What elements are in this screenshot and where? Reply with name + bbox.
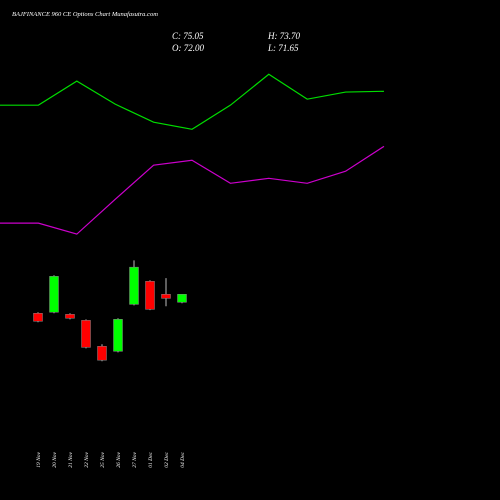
candle-body <box>145 281 155 310</box>
x-tick-label: 01 Dec <box>148 451 154 467</box>
indicator-line <box>0 145 385 235</box>
x-tick-label: 19 Nov <box>36 451 42 467</box>
candle-body <box>65 314 75 319</box>
candle-body <box>129 266 139 305</box>
x-tick-label: 04 Dec <box>179 451 186 467</box>
x-tick-label: 27 Nov <box>132 451 138 467</box>
x-tick-label: 20 Nov <box>52 451 58 467</box>
close-label: C: 75.05 <box>172 31 204 41</box>
x-tick-label: 26 Nov <box>116 451 122 467</box>
high-label: H: 73.70 <box>267 31 300 41</box>
candle-body <box>161 294 171 299</box>
x-tick-label: 21 Nov <box>68 451 74 467</box>
chart-title: BAJFINANCE 960 CE Options Chart Munafasu… <box>12 11 158 18</box>
low-label: L: 71.65 <box>267 43 299 53</box>
candle-body <box>33 313 43 322</box>
x-tick-label: 02 Dec <box>164 451 170 467</box>
x-tick-label: 25 Nov <box>100 451 106 467</box>
indicator-line <box>0 73 385 130</box>
open-label: O: 72.00 <box>172 43 204 53</box>
candle-body <box>113 319 123 352</box>
candle-body <box>81 320 91 348</box>
x-tick-label: 22 Nov <box>84 451 90 467</box>
candle-body <box>97 346 107 361</box>
candle-body <box>49 276 59 313</box>
candle-body <box>177 294 187 303</box>
